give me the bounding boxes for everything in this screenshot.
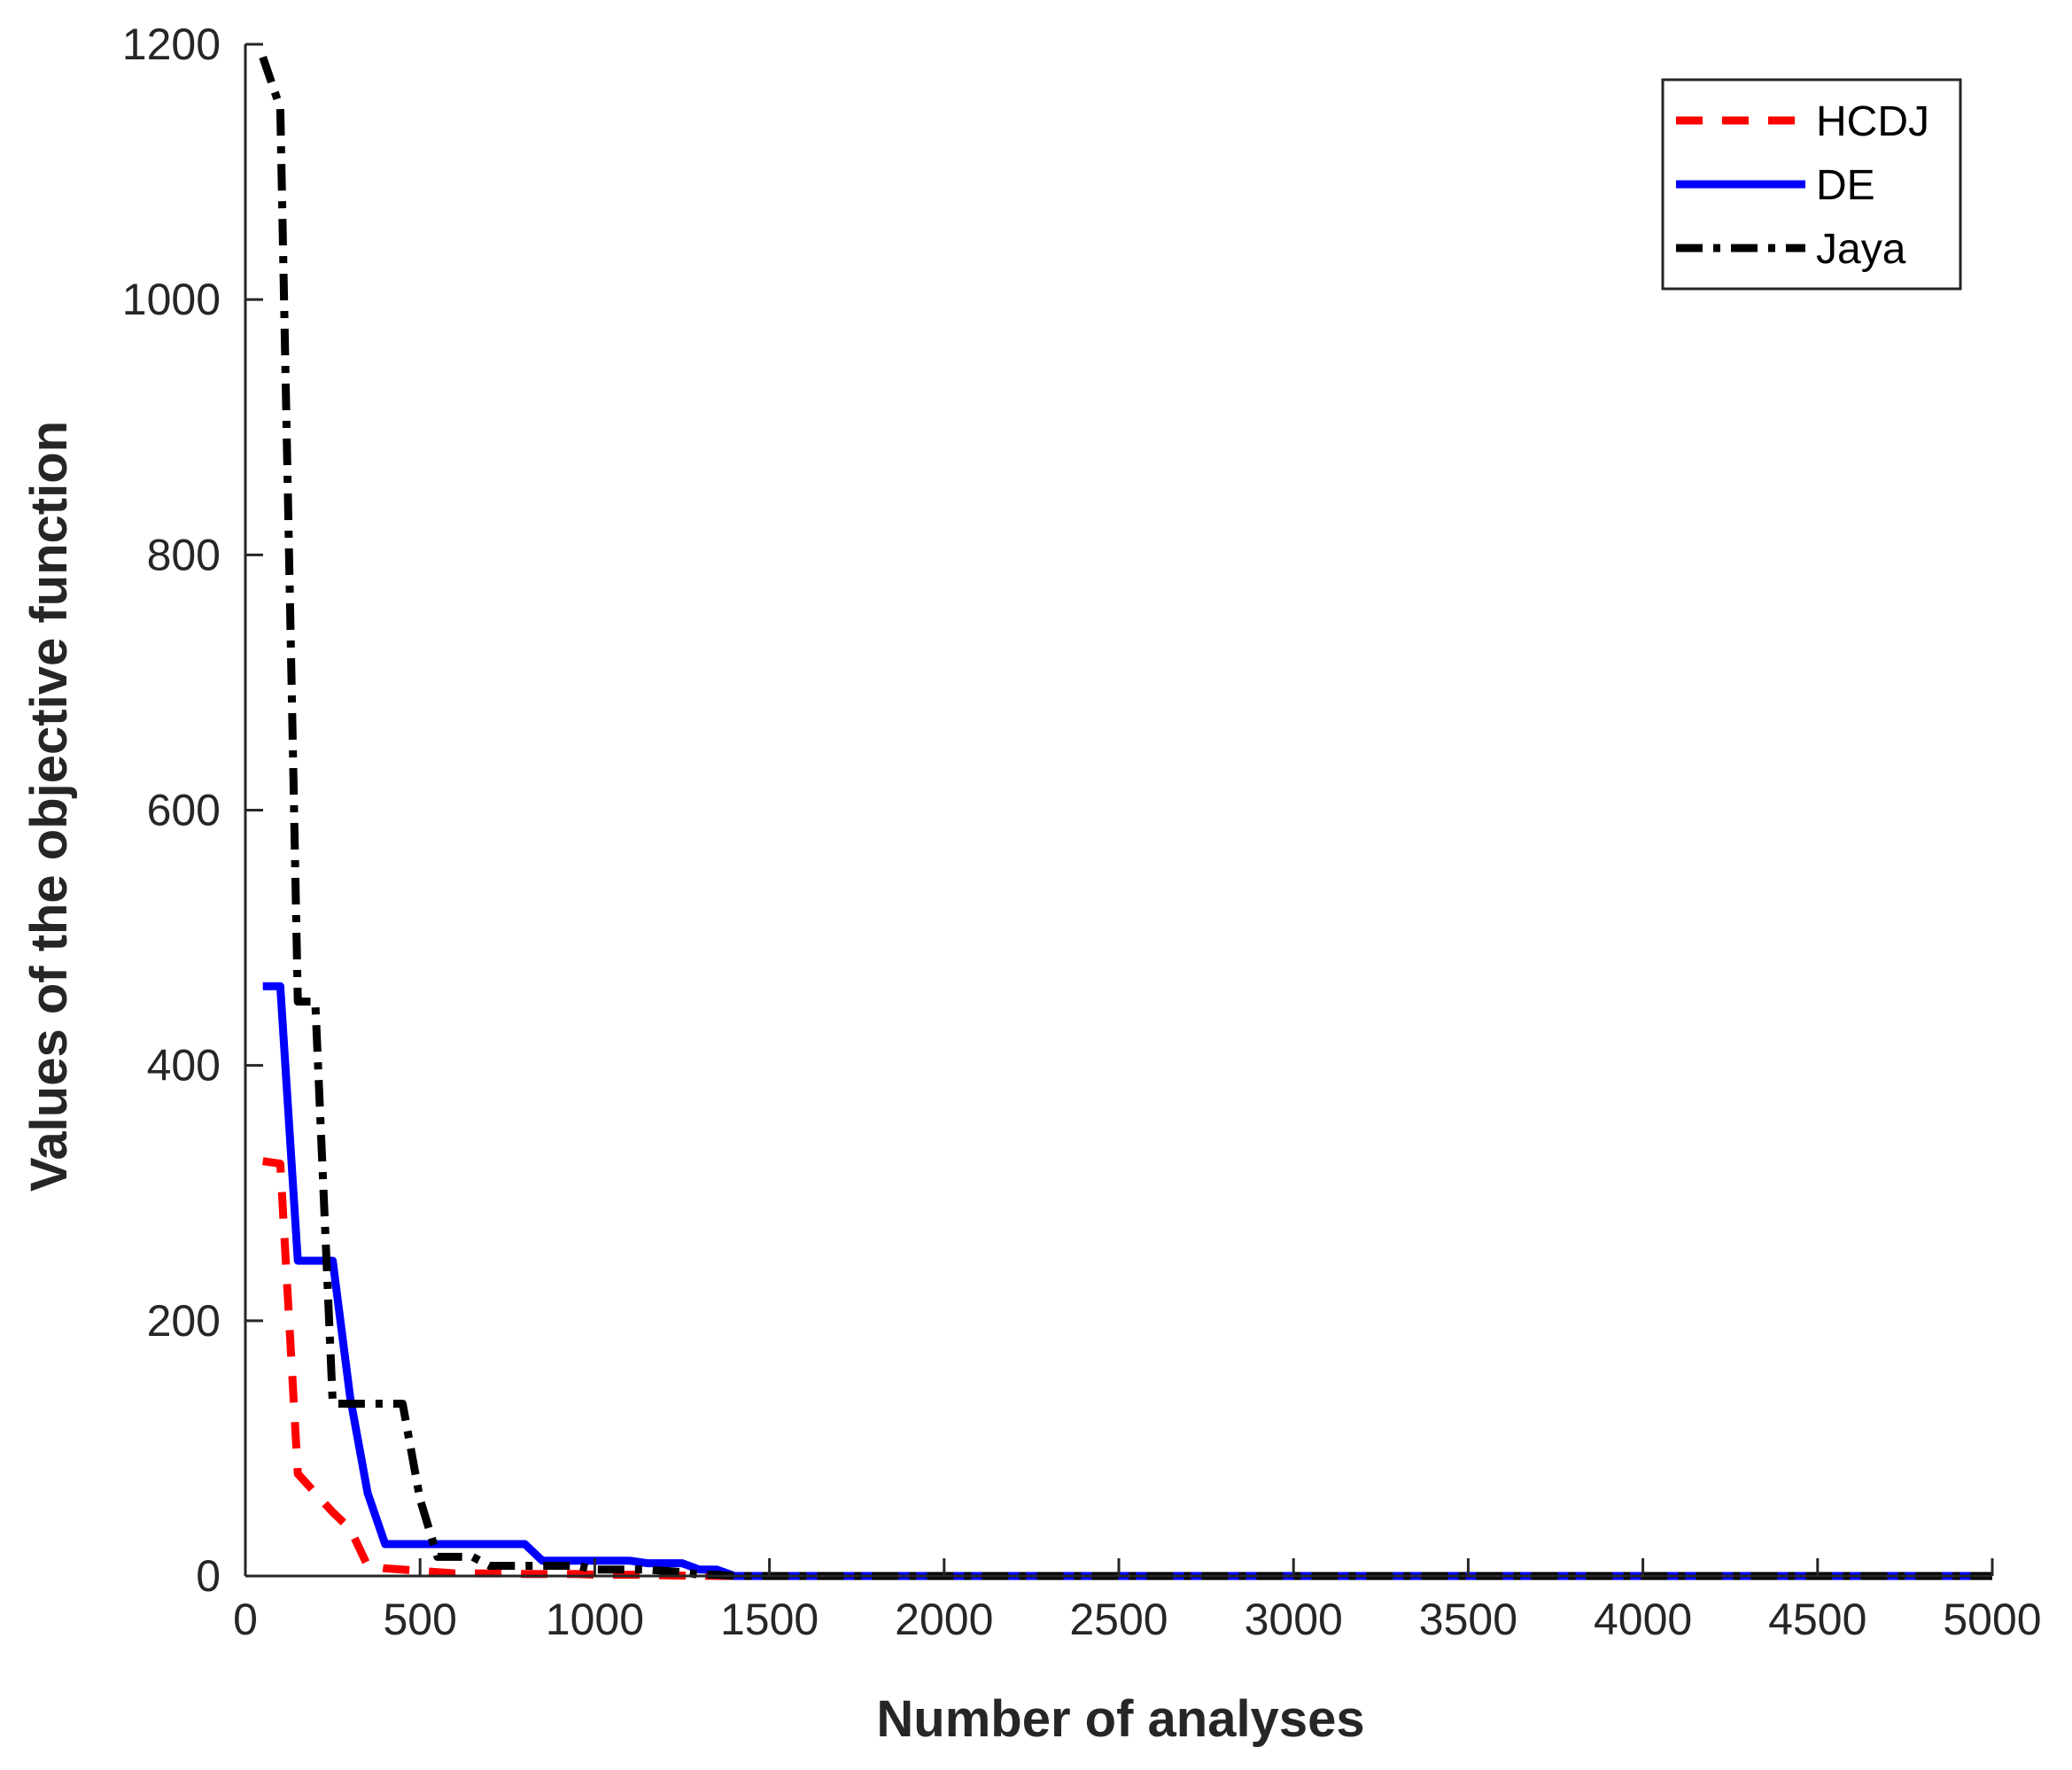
y-tick-label: 600 [147,786,221,835]
x-tick-label: 500 [383,1595,456,1644]
legend-label-hcdj: HCDJ [1816,98,1929,145]
y-tick-label: 800 [147,530,221,579]
x-tick-label: 2500 [1069,1595,1168,1644]
y-tick-label: 1200 [122,19,221,69]
series-line-de [262,982,1992,1580]
x-tick-label: 1500 [720,1595,819,1644]
y-tick-label: 0 [196,1551,221,1601]
y-tick-label: 400 [147,1041,221,1091]
x-tick-label: 5000 [1943,1595,2041,1644]
y-tick-label: 1000 [122,275,221,324]
x-tick-label: 3500 [1419,1595,1517,1644]
ticks-layer: 0 500 1000 1500 2000 2500 3000 3500 4000 4500 5000… [122,19,2042,1644]
x-tick-label: 4000 [1594,1595,1692,1644]
series-line-jaya [259,55,1992,1580]
x-axis-title: Number of analyses [876,1690,1364,1748]
legend: HCDJ DE Jaya [1661,78,1962,291]
x-tick-label: 2000 [895,1595,993,1644]
y-axis-title: Values of the objective function [20,421,78,1192]
y-tick-label: 200 [147,1296,221,1346]
x-tick-label: 1000 [546,1595,644,1644]
legend-label-de: DE [1816,162,1875,209]
x-tick-label: 0 [233,1595,258,1644]
x-tick-label: 4500 [1768,1595,1866,1644]
x-tick-label: 3000 [1245,1595,1343,1644]
legend-label-jaya: Jaya [1816,226,1906,273]
